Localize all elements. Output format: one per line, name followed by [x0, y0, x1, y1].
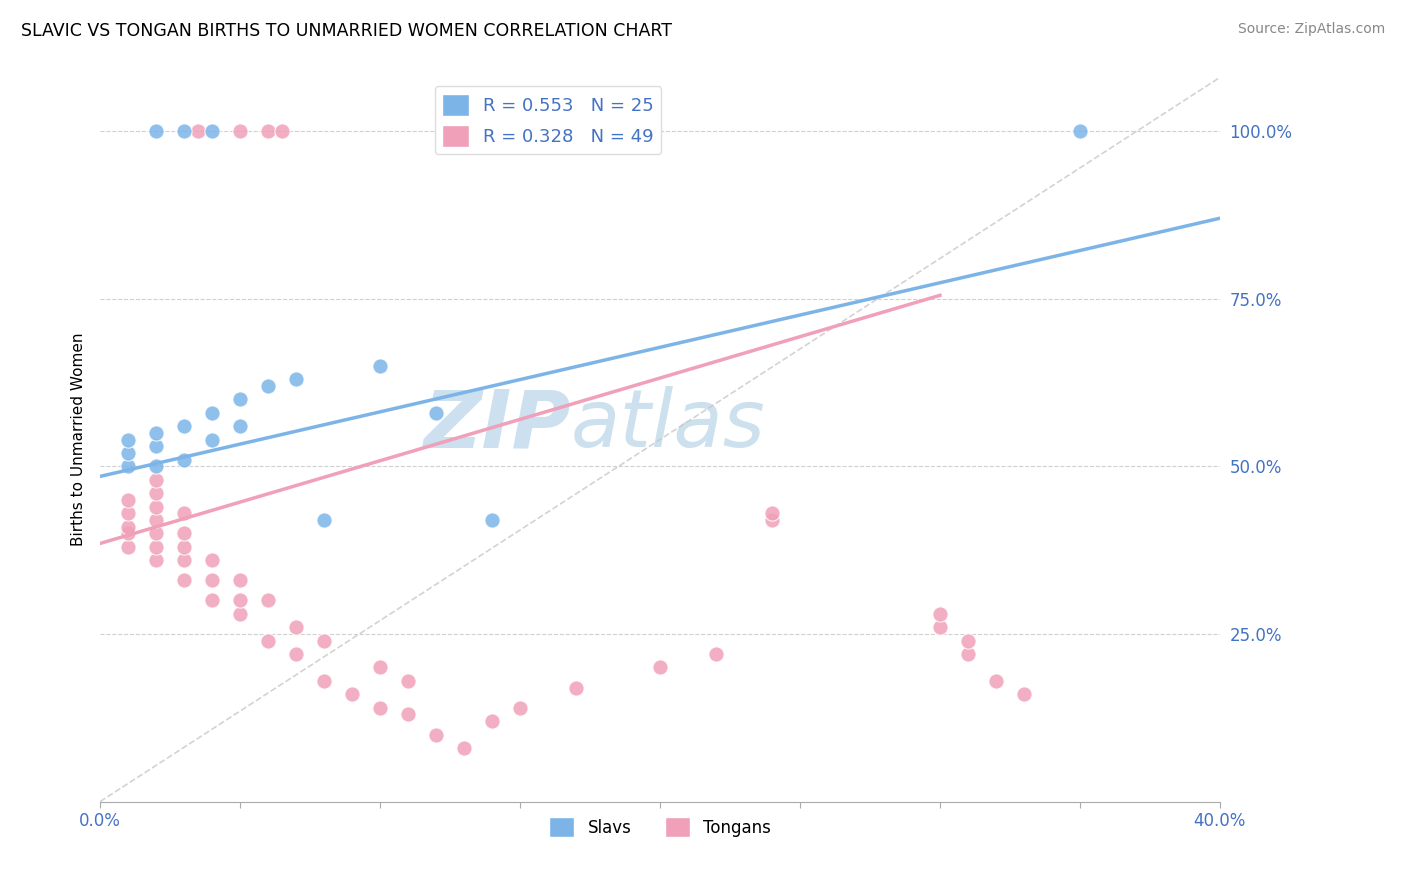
Point — [285, 372, 308, 386]
Y-axis label: Births to Unmarried Women: Births to Unmarried Women — [72, 333, 86, 546]
Point — [929, 620, 952, 634]
Point — [173, 506, 195, 520]
Point — [173, 526, 195, 541]
Point — [1069, 124, 1091, 138]
Point — [956, 647, 979, 661]
Point — [201, 433, 224, 447]
Point — [117, 519, 139, 533]
Point — [229, 419, 252, 434]
Point — [201, 574, 224, 588]
Point — [761, 506, 783, 520]
Point — [201, 124, 224, 138]
Point — [145, 439, 167, 453]
Point — [229, 124, 252, 138]
Point — [173, 452, 195, 467]
Point — [173, 540, 195, 554]
Point — [257, 633, 280, 648]
Point — [312, 633, 335, 648]
Point — [425, 727, 447, 741]
Point — [956, 633, 979, 648]
Text: ZIP: ZIP — [423, 386, 571, 464]
Point — [761, 513, 783, 527]
Point — [312, 673, 335, 688]
Point — [145, 425, 167, 440]
Point — [145, 553, 167, 567]
Point — [145, 513, 167, 527]
Point — [368, 660, 391, 674]
Point — [368, 700, 391, 714]
Point — [117, 433, 139, 447]
Point — [509, 700, 531, 714]
Point — [117, 492, 139, 507]
Text: Source: ZipAtlas.com: Source: ZipAtlas.com — [1237, 22, 1385, 37]
Point — [187, 124, 209, 138]
Point — [117, 459, 139, 474]
Point — [257, 124, 280, 138]
Point — [425, 406, 447, 420]
Point — [145, 500, 167, 514]
Point — [565, 681, 588, 695]
Point — [704, 647, 727, 661]
Point — [201, 593, 224, 607]
Point — [396, 707, 419, 722]
Point — [984, 673, 1007, 688]
Point — [368, 359, 391, 373]
Text: SLAVIC VS TONGAN BIRTHS TO UNMARRIED WOMEN CORRELATION CHART: SLAVIC VS TONGAN BIRTHS TO UNMARRIED WOM… — [21, 22, 672, 40]
Point — [481, 513, 503, 527]
Point — [312, 513, 335, 527]
Point — [117, 540, 139, 554]
Point — [396, 673, 419, 688]
Point — [285, 647, 308, 661]
Point — [173, 419, 195, 434]
Point — [145, 459, 167, 474]
Point — [145, 526, 167, 541]
Point — [145, 540, 167, 554]
Point — [173, 553, 195, 567]
Point — [929, 607, 952, 621]
Point — [648, 660, 671, 674]
Point — [453, 740, 475, 755]
Legend: Slavs, Tongans: Slavs, Tongans — [543, 810, 778, 844]
Point — [201, 406, 224, 420]
Point — [229, 593, 252, 607]
Point — [117, 446, 139, 460]
Point — [229, 574, 252, 588]
Point — [145, 486, 167, 500]
Point — [145, 124, 167, 138]
Point — [173, 124, 195, 138]
Point — [229, 607, 252, 621]
Point — [257, 593, 280, 607]
Point — [271, 124, 294, 138]
Point — [285, 620, 308, 634]
Point — [340, 687, 363, 701]
Point — [201, 553, 224, 567]
Point — [117, 526, 139, 541]
Point — [1012, 687, 1035, 701]
Point — [229, 392, 252, 407]
Text: atlas: atlas — [571, 386, 765, 464]
Point — [117, 506, 139, 520]
Point — [257, 379, 280, 393]
Point — [145, 473, 167, 487]
Point — [173, 574, 195, 588]
Point — [481, 714, 503, 728]
